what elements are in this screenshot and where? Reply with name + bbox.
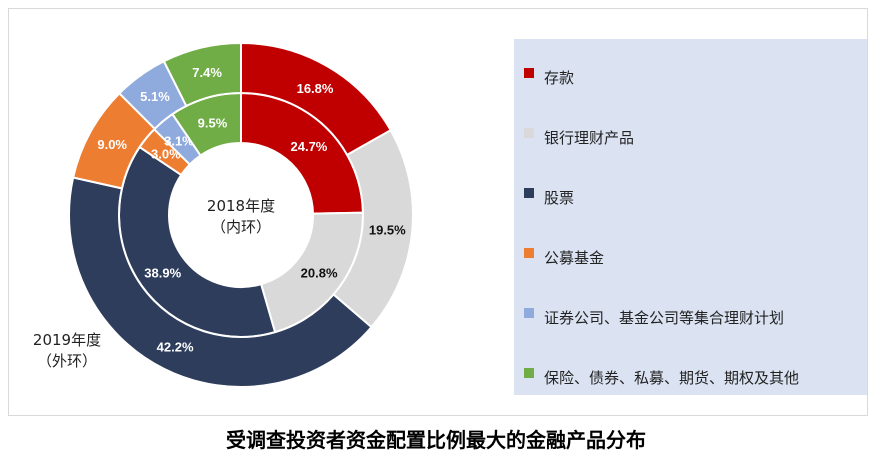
chart-frame: 24.7% 20.8% 38.9% 3.0% 3.1% 9.5% 16.8% 19.5% 42.… bbox=[8, 8, 868, 416]
inner-ring-label-0: 24.7% bbox=[291, 139, 328, 154]
legend-swatch-collective-plans bbox=[524, 308, 534, 318]
legend-swatch-stocks bbox=[524, 188, 534, 198]
outer-ring-caption-line-0: 2019年度 bbox=[33, 331, 101, 349]
legend-label-deposits: 存款 bbox=[544, 68, 575, 87]
outer-ring-slice-2 bbox=[68, 176, 373, 388]
legend-label-stocks: 股票 bbox=[544, 188, 575, 207]
donut-chart: 24.7% 20.8% 38.9% 3.0%3.1% 9.5% 16.8% 19.5% 42.… bbox=[33, 41, 414, 388]
inner-ring-label-3: 3.0% bbox=[151, 147, 181, 162]
inner-ring-label-4: 3.1% bbox=[164, 133, 194, 148]
legend-swatch-deposits bbox=[524, 68, 534, 78]
legend-label-bank-wealth: 银行理财产品 bbox=[544, 128, 635, 147]
chart-title: 受调查投资者资金配置比例最大的金融产品分布 bbox=[226, 428, 646, 452]
legend-item-public-funds: 公募基金 bbox=[524, 245, 604, 269]
legend-label-others: 保险、债券、私募、期货、期权及其他 bbox=[544, 368, 800, 387]
legend-label-public-funds: 公募基金 bbox=[544, 248, 605, 267]
legend-item-stocks: 股票 bbox=[524, 185, 574, 209]
legend-swatch-others bbox=[524, 368, 534, 378]
inner-ring-label-1: 20.8% bbox=[301, 266, 338, 281]
outer-ring-caption-line-1: （外环） bbox=[37, 352, 97, 370]
inner-ring-label-2: 38.9% bbox=[144, 265, 181, 280]
outer-ring-label-4: 5.1% bbox=[140, 89, 170, 104]
inner-ring-caption-line-1: （内环） bbox=[211, 218, 271, 236]
outer-ring-label-3: 9.0% bbox=[97, 137, 127, 152]
inner-ring-label-5: 9.5% bbox=[198, 115, 228, 130]
legend: 存款 银行理财产品 股票 公募基金 证券公司、基金公司等集合理财计划 保险、债券… bbox=[514, 39, 867, 395]
inner-ring-caption-line-0: 2018年度 bbox=[207, 197, 275, 215]
legend-item-others: 保险、债券、私募、期货、期权及其他 bbox=[524, 365, 799, 389]
legend-label-collective-plans: 证券公司、基金公司等集合理财计划 bbox=[544, 308, 785, 327]
outer-ring-label-5: 7.4% bbox=[192, 65, 222, 80]
outer-ring-label-0: 16.8% bbox=[297, 81, 334, 96]
legend-item-deposits: 存款 bbox=[524, 65, 574, 89]
legend-item-bank-wealth: 银行理财产品 bbox=[524, 125, 634, 149]
outer-ring-label-2: 42.2% bbox=[157, 339, 194, 354]
outer-ring-slice-5 bbox=[162, 41, 242, 108]
legend-swatch-bank-wealth bbox=[524, 128, 534, 138]
legend-item-collective-plans: 证券公司、基金公司等集合理财计划 bbox=[524, 305, 784, 329]
outer-ring-label-1: 19.5% bbox=[369, 222, 406, 237]
legend-swatch-public-funds bbox=[524, 248, 534, 258]
